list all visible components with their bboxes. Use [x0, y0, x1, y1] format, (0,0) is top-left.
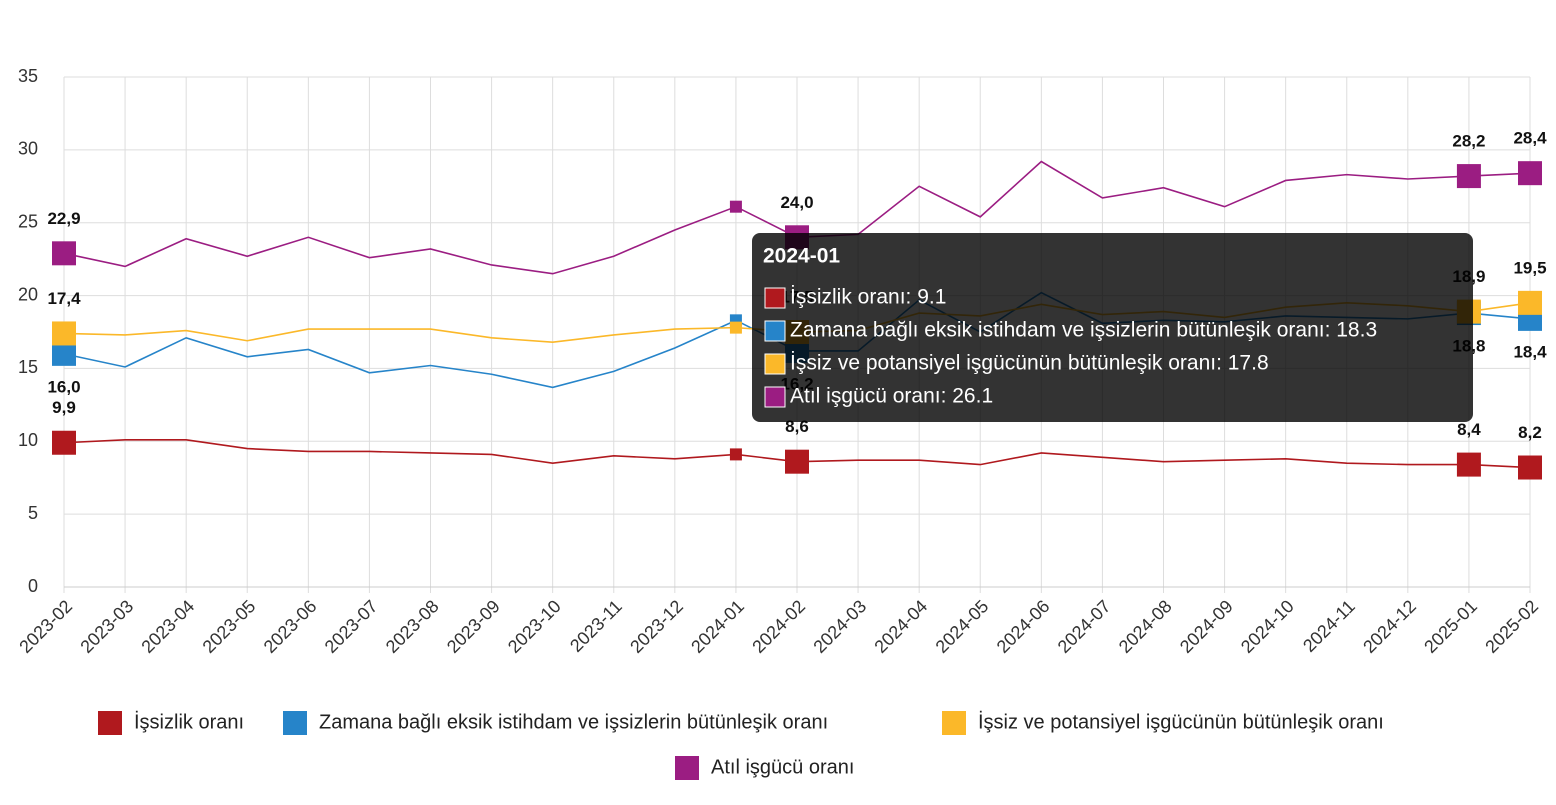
tooltip-swatch [764, 353, 786, 375]
point-marker [1518, 290, 1542, 315]
x-tick-label: 2024-02 [748, 596, 809, 657]
point-marker [729, 448, 742, 461]
x-tick-label: 2024-04 [870, 596, 931, 657]
legend-swatch [283, 711, 307, 735]
x-tick-label: 2023-02 [15, 596, 76, 657]
y-tick-label: 35 [18, 66, 38, 86]
point-marker [52, 430, 76, 455]
point-marker [729, 200, 742, 213]
y-tick-label: 30 [18, 139, 38, 159]
value-label: 8,2 [1518, 423, 1542, 442]
point-marker [785, 449, 809, 474]
x-tick-label: 2025-01 [1420, 596, 1481, 657]
x-tick-label: 2024-07 [1054, 596, 1115, 657]
x-tick-label: 2023-04 [137, 596, 198, 657]
value-label: 22,9 [47, 209, 80, 228]
point-marker [52, 341, 76, 366]
tooltip-swatch [764, 287, 786, 309]
point-marker [52, 241, 76, 266]
x-tick-label: 2023-08 [382, 596, 443, 657]
point-marker [1456, 164, 1481, 189]
point-marker [1518, 161, 1542, 186]
value-label: 8,4 [1457, 420, 1481, 439]
x-tick-label: 2023-09 [443, 596, 504, 657]
legend-label: Atıl işgücü oranı [711, 756, 854, 778]
tooltip-title: 2024-01 [763, 245, 840, 268]
value-label: 28,2 [1452, 132, 1485, 151]
x-tick-label: 2024-11 [1299, 596, 1359, 656]
value-label: 9,9 [52, 398, 76, 417]
value-label: 24,0 [780, 193, 813, 212]
y-tick-label: 20 [18, 284, 38, 304]
tooltip-swatch [764, 386, 786, 408]
tooltip: 2024-01 İşsizlik oranı: 9.1 Zamana bağlı e… [752, 233, 1473, 422]
tooltip-box [752, 233, 1473, 422]
y-tick-label: 10 [18, 430, 38, 450]
point-marker [1518, 455, 1542, 480]
x-tick-label: 2024-06 [993, 596, 1054, 657]
tooltip-swatch [764, 320, 786, 342]
point-marker [52, 321, 76, 346]
y-tick-label: 0 [28, 576, 38, 596]
value-label: 28,4 [1513, 129, 1547, 148]
x-tick-label: 2024-05 [932, 596, 993, 657]
x-tick-label: 2023-03 [76, 596, 137, 657]
x-tick-label: 2024-09 [1176, 596, 1237, 657]
value-label: 17,4 [47, 289, 81, 308]
x-tick-label: 2024-08 [1115, 596, 1176, 657]
legend-label: İşsizlik oranı [134, 710, 244, 733]
tooltip-line: İşsizlik oranı: 9.1 [790, 286, 946, 309]
y-tick-label: 15 [18, 357, 38, 377]
tooltip-line: İşsiz ve potansiyel işgücünün bütünleşik… [790, 352, 1269, 375]
point-marker [729, 321, 742, 334]
y-tick-label: 25 [18, 211, 38, 231]
x-tick-label: 2023-05 [199, 596, 260, 657]
value-label: 18,4 [1513, 342, 1547, 361]
legend: İşsizlik oranı Zamana bağlı eksik istihda… [98, 710, 1384, 780]
x-tick-label: 2023-12 [626, 596, 687, 657]
x-tick-label: 2024-12 [1359, 596, 1420, 657]
x-tick-label: 2023-06 [260, 596, 321, 657]
value-label: 19,5 [1513, 258, 1546, 277]
legend-label: Zamana bağlı eksik istihdam ve işsizleri… [319, 711, 828, 733]
value-label: 16,0 [47, 377, 80, 396]
x-tick-label: 2024-10 [1237, 596, 1298, 657]
tooltip-line: Zamana bağlı eksik istihdam ve işsizleri… [790, 319, 1377, 342]
x-tick-label: 2023-10 [504, 596, 565, 657]
x-tick-label: 2024-01 [687, 596, 748, 657]
legend-swatch [675, 756, 699, 780]
y-tick-label: 5 [28, 503, 38, 523]
point-marker [1456, 452, 1481, 477]
x-tick-label: 2023-11 [566, 596, 626, 656]
x-tick-label: 2023-07 [321, 596, 382, 657]
legend-label: İşsiz ve potansiyel işgücünün bütünleşik… [978, 710, 1384, 733]
tooltip-line: Atıl işgücü oranı: 26.1 [790, 385, 993, 408]
legend-swatch [98, 711, 122, 735]
x-tick-label: 2024-03 [809, 596, 870, 657]
x-tick-label: 2025-02 [1481, 596, 1542, 657]
legend-swatch [942, 711, 966, 735]
